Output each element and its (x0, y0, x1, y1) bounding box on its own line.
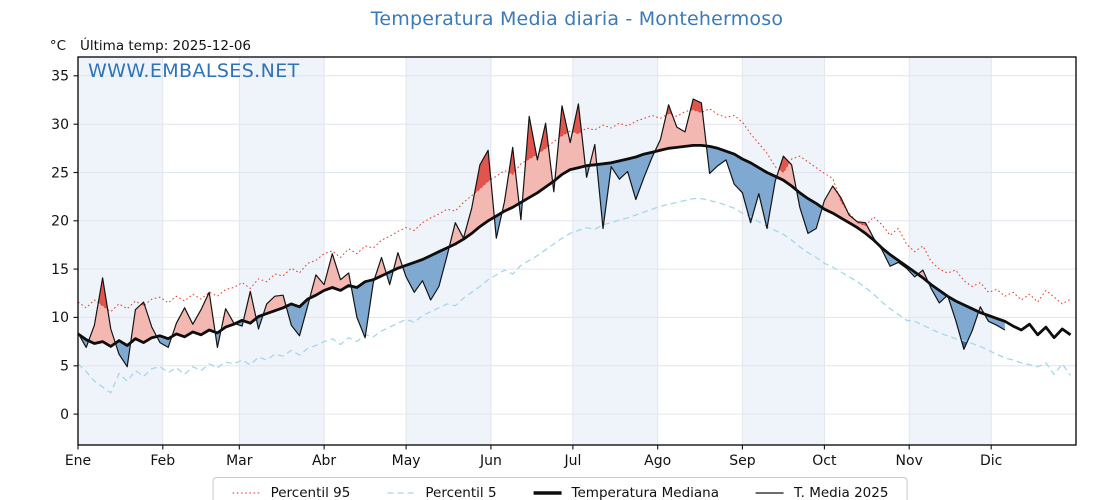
chart-title: Temperatura Media diaria - Montehermoso (370, 8, 784, 30)
x-tick-label: Sep (729, 453, 756, 469)
y-tick-label: 0 (60, 407, 69, 423)
y-tick-label: 5 (60, 359, 69, 375)
y-tick-label: 15 (51, 262, 69, 278)
x-tick-label: Jun (479, 453, 502, 469)
x-tick-label: Dic (980, 453, 1002, 469)
legend-item: Percentil 95 (232, 485, 351, 500)
legend-label: Percentil 5 (425, 485, 497, 500)
legend-label: Temperatura Mediana (571, 485, 719, 500)
y-tick-label: 20 (51, 214, 69, 230)
x-tick-label: Mar (226, 453, 253, 469)
x-tick-label: Jul (563, 453, 581, 469)
y-tick-label: 35 (51, 69, 69, 85)
legend-label: Percentil 95 (270, 485, 351, 500)
x-tick-label: Ago (644, 453, 671, 469)
x-tick-label: Feb (150, 453, 175, 469)
y-tick-label: 25 (51, 165, 69, 181)
last-temp-annotation: Última temp: 2025-12-06 (80, 38, 252, 54)
y-axis-unit-label: °C (49, 38, 66, 54)
x-tick-label: Oct (812, 453, 837, 469)
legend-item: Temperatura Mediana (533, 485, 719, 500)
x-tick-label: Nov (896, 453, 923, 469)
watermark: WWW.EMBALSES.NET (88, 60, 300, 82)
y-tick-label: 10 (51, 310, 69, 326)
legend-item: T. Media 2025 (755, 485, 888, 500)
legend-line-sample (387, 492, 416, 494)
x-tick-label: May (392, 453, 421, 469)
chart-legend: Percentil 95 Percentil 5 Temperatura Media… (212, 477, 908, 500)
legend-label: T. Media 2025 (794, 485, 889, 500)
legend-line-sample (533, 491, 562, 495)
legend-line-sample (756, 492, 784, 494)
legend-item: Percentil 5 (386, 485, 497, 500)
x-tick-label: Abr (312, 453, 336, 469)
y-tick-label: 30 (51, 117, 69, 133)
x-tick-label: Ene (65, 453, 91, 469)
legend-line-sample (232, 492, 261, 494)
